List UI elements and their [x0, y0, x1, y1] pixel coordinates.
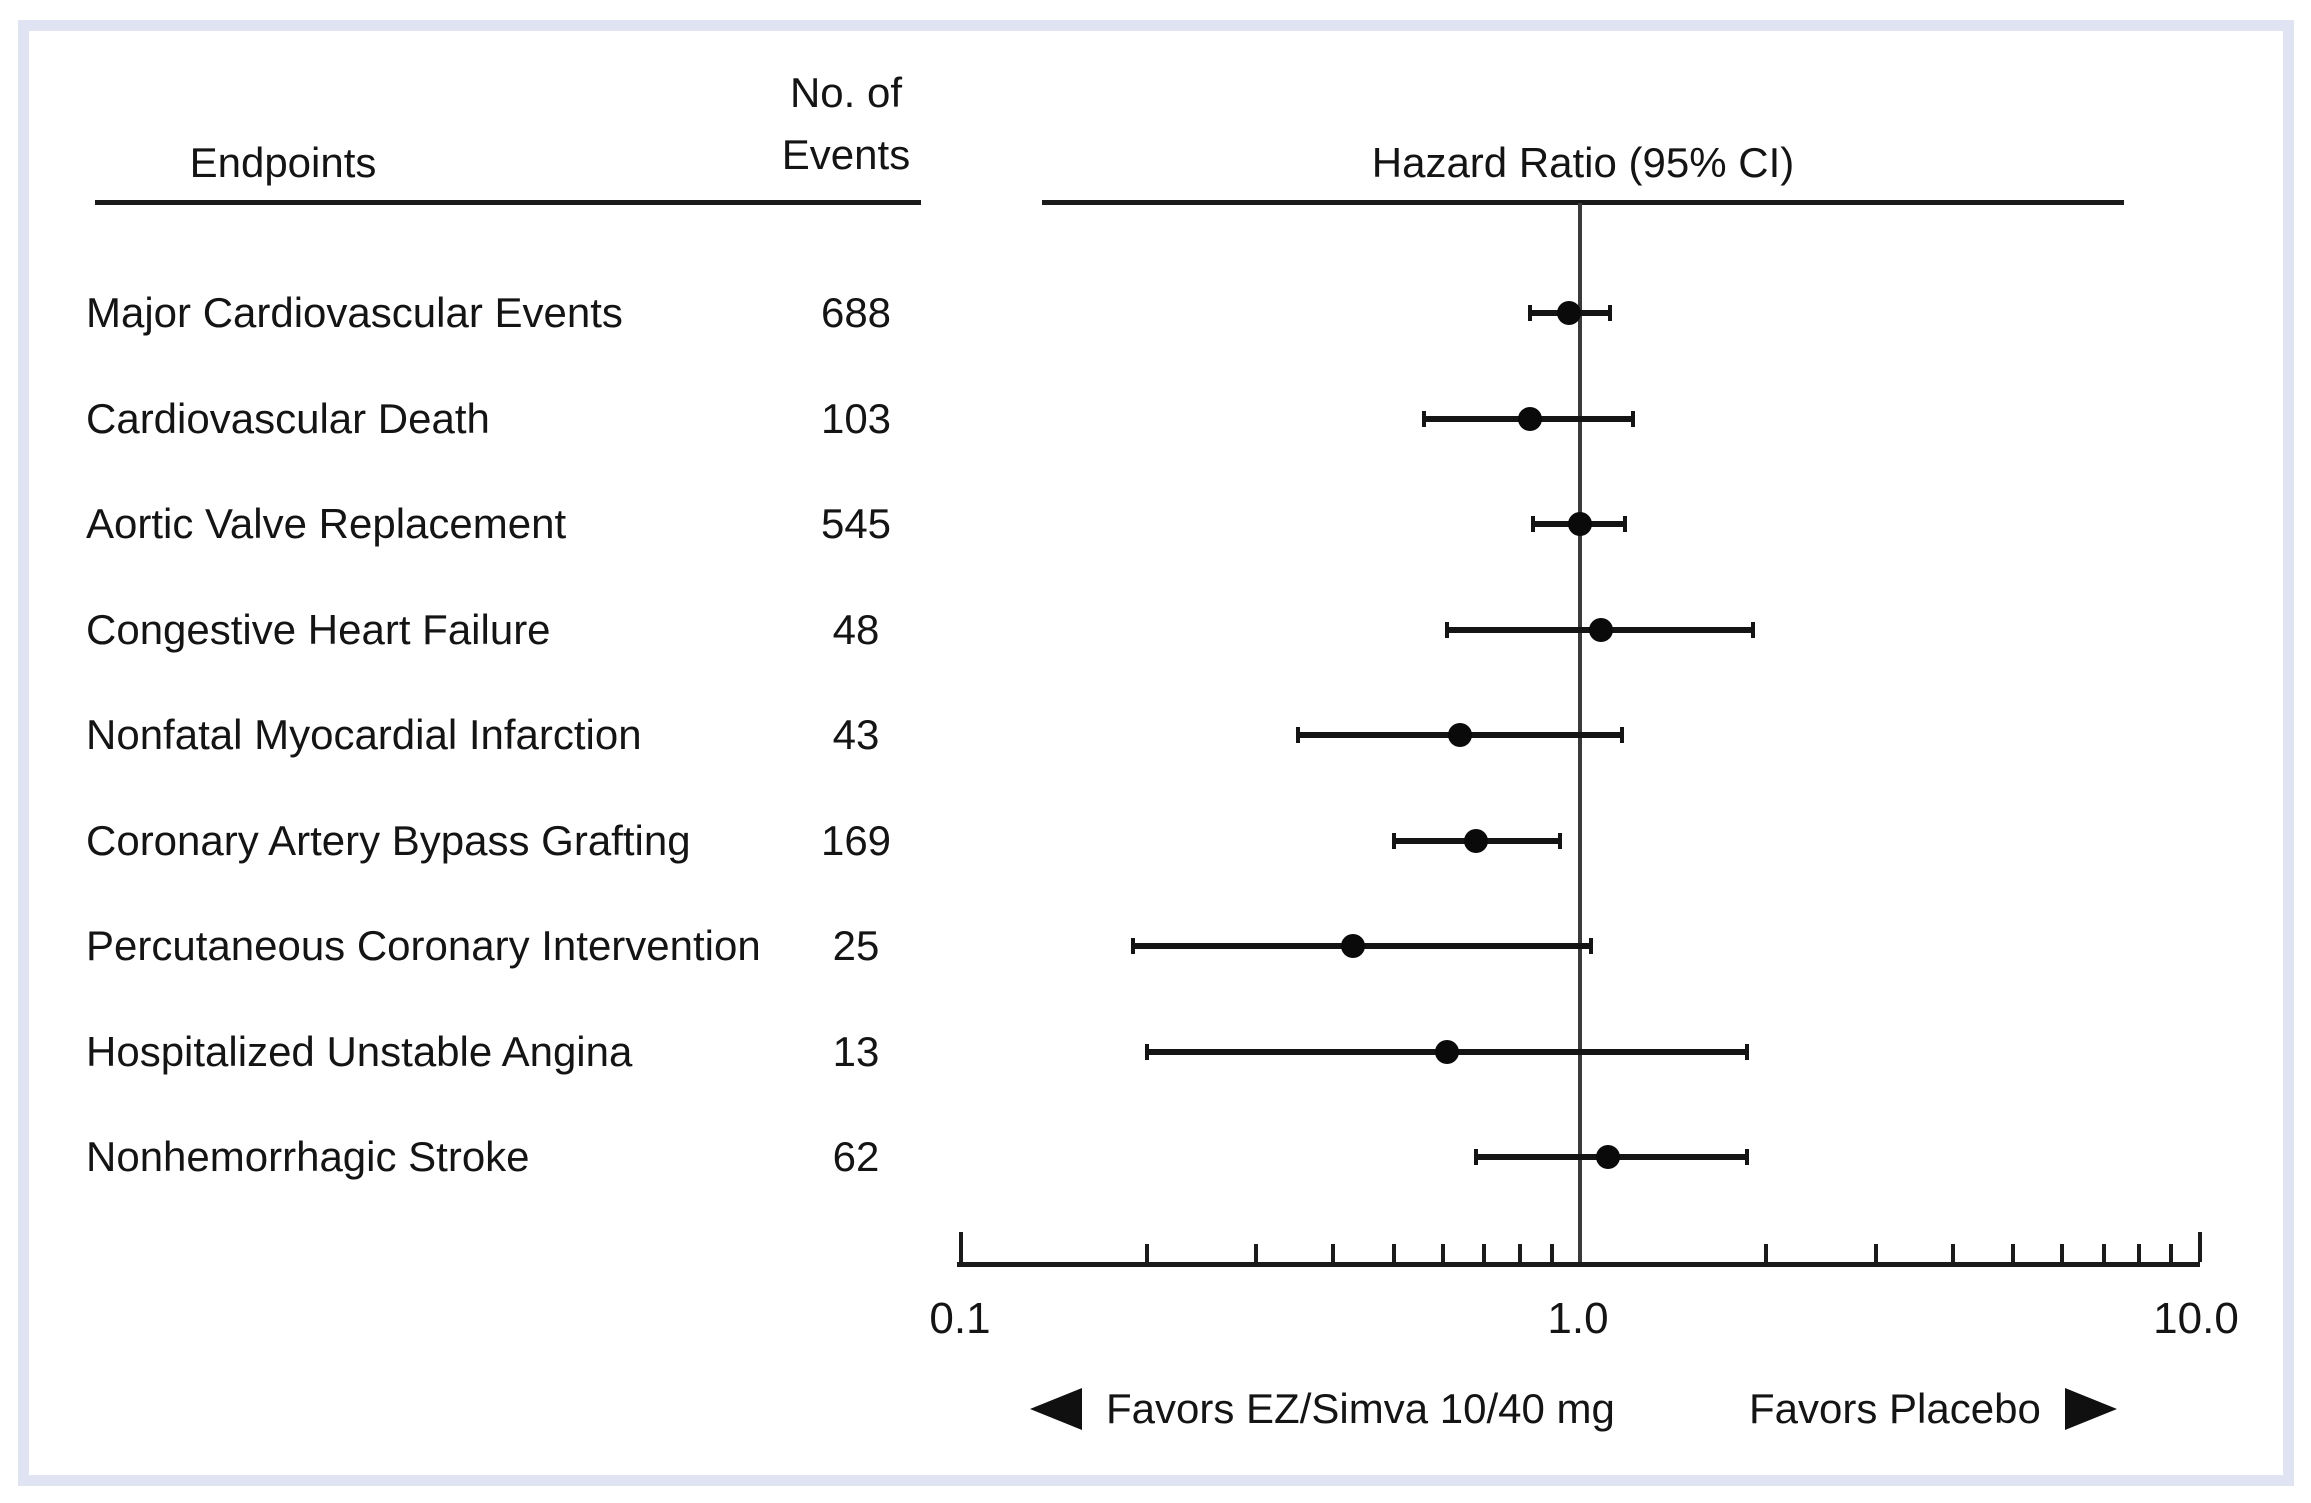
- ci-cap-high: [1631, 410, 1636, 427]
- x-tick-label-min: 0.1: [929, 1294, 991, 1343]
- ci-cap-high: [1620, 727, 1625, 743]
- x-axis-major-tick: [958, 1232, 963, 1262]
- favors-placebo-annotation: Favors Placebo: [1749, 1384, 2117, 1434]
- hr-point: [1588, 617, 1613, 642]
- x-axis-minor-tick: [2137, 1244, 2142, 1262]
- hr-point: [1435, 1039, 1459, 1064]
- x-axis-minor-tick: [2011, 1244, 2015, 1262]
- hr-point: [1568, 512, 1592, 536]
- x-axis-minor-tick: [1950, 1244, 1955, 1262]
- ci-cap-low: [1527, 305, 1532, 321]
- ci-cap-high: [1608, 305, 1613, 321]
- ci-cap-low: [1131, 938, 1136, 954]
- hr-point: [1596, 1145, 1621, 1169]
- table-header-rule: [95, 200, 921, 205]
- events-count: 25: [832, 922, 880, 969]
- x-axis-minor-tick: [1331, 1244, 1336, 1262]
- events-count: 103: [820, 394, 892, 442]
- endpoint-label: Nonhemorrhagic Stroke: [86, 1133, 530, 1180]
- x-axis-minor-tick: [1549, 1244, 1554, 1262]
- ci-cap-high: [1622, 516, 1627, 532]
- ci-cap-high: [1558, 832, 1563, 849]
- endpoint-label: Hospitalized Unstable Angina: [86, 1027, 633, 1075]
- events-header-line2: Events: [781, 131, 911, 178]
- hr-point: [1464, 828, 1489, 853]
- events-count: 169: [820, 816, 892, 864]
- endpoint-label: Percutaneous Coronary Intervention: [86, 922, 761, 969]
- events-count: 43: [832, 711, 880, 758]
- ci-cap-low: [1445, 621, 1449, 638]
- events-count: 13: [832, 1027, 880, 1075]
- x-tick-label-center: 1.0: [1547, 1294, 1609, 1343]
- hr-point: [1517, 406, 1542, 431]
- ci-cap-high: [1588, 938, 1593, 954]
- events-count: 688: [820, 289, 892, 336]
- left-arrow-icon: [1030, 1388, 1082, 1430]
- x-axis-minor-tick: [1254, 1244, 1259, 1262]
- plot-title: Hazard Ratio (95% CI): [1371, 139, 1795, 186]
- x-axis-minor-tick: [2060, 1244, 2065, 1262]
- x-tick-label-max: 10.0: [2153, 1294, 2239, 1343]
- x-axis-major-tick: [2197, 1232, 2202, 1262]
- x-axis-minor-tick: [1764, 1244, 1769, 1262]
- endpoint-label: Nonfatal Myocardial Infarction: [86, 711, 642, 758]
- events-column-header: No. of Events: [782, 62, 910, 186]
- x-axis-minor-tick: [1391, 1244, 1396, 1262]
- favors-treatment-annotation: Favors EZ/Simva 10/40 mg: [1030, 1384, 1615, 1434]
- endpoint-label: Major Cardiovascular Events: [86, 289, 623, 336]
- x-axis-minor-tick: [2169, 1244, 2174, 1262]
- ci-cap-low: [1531, 516, 1536, 532]
- x-axis-minor-tick: [1144, 1244, 1149, 1262]
- endpoint-label: Coronary Artery Bypass Grafting: [86, 816, 691, 864]
- x-axis-minor-tick: [1873, 1244, 1878, 1262]
- hr-point: [1447, 723, 1472, 747]
- endpoints-column-header: Endpoints: [189, 139, 377, 186]
- hr-point: [1557, 301, 1582, 325]
- favors-treatment-label: Favors EZ/Simva 10/40 mg: [1106, 1385, 1615, 1432]
- x-axis-minor-tick: [1440, 1244, 1445, 1262]
- endpoint-label: Congestive Heart Failure: [86, 605, 551, 653]
- events-header-line1: No. of: [789, 69, 903, 116]
- endpoint-label: Cardiovascular Death: [86, 394, 490, 442]
- ci-cap-low: [1422, 410, 1426, 427]
- x-axis-minor-tick: [1517, 1244, 1522, 1262]
- x-axis-line: [957, 1262, 2200, 1267]
- ci-cap-low: [1144, 1043, 1149, 1060]
- ci-cap-low: [1295, 727, 1300, 743]
- events-count: 48: [832, 605, 880, 653]
- ci-cap-high: [1750, 621, 1755, 638]
- x-axis-minor-tick: [1482, 1244, 1487, 1262]
- events-count: 62: [832, 1133, 880, 1180]
- events-count: 545: [820, 500, 892, 547]
- ci-cap-low: [1474, 1149, 1479, 1165]
- plot-header-rule: [1042, 200, 2124, 205]
- x-axis-minor-tick: [2101, 1244, 2106, 1262]
- ci-cap-high: [1744, 1043, 1749, 1060]
- ci-cap-high: [1744, 1149, 1749, 1165]
- right-arrow-icon: [2064, 1388, 2117, 1430]
- ci-cap-low: [1391, 832, 1396, 849]
- hr-point: [1340, 934, 1365, 958]
- endpoint-label: Aortic Valve Replacement: [86, 500, 567, 547]
- favors-placebo-label: Favors Placebo: [1749, 1385, 2041, 1432]
- figure-frame: [18, 20, 2294, 1486]
